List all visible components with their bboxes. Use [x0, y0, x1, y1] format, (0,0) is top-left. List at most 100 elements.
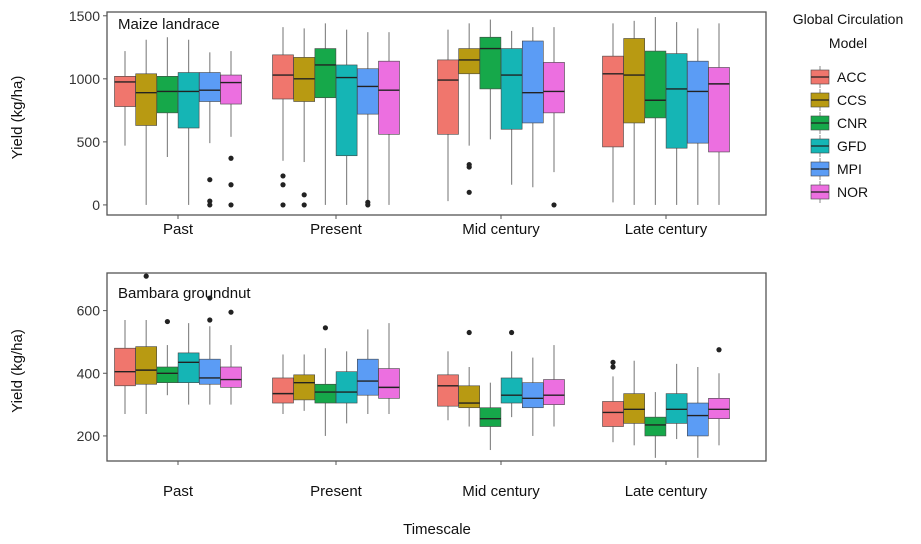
panel-bambara: Bambara groundnut 200 400 600 Yield (kg/ha) P…: [9, 272, 767, 500]
y-tick-label: 1000: [69, 71, 100, 87]
outlier-point: [228, 155, 234, 161]
box-acc-1: [272, 27, 294, 208]
box-iqr: [220, 366, 242, 388]
legend-label: GFD: [837, 138, 867, 154]
y-axis-label: Yield (kg/ha): [9, 76, 26, 160]
box-iqr: [293, 374, 316, 401]
outlier-point: [280, 173, 286, 179]
legend-item-mpi: MPI: [810, 158, 862, 180]
box-acc-3: [602, 23, 624, 203]
box-iqr: [521, 382, 544, 409]
box-iqr: [220, 74, 242, 105]
box-ccs-3: [623, 360, 646, 446]
box-ccs-1: [293, 28, 316, 208]
legend-label: CCS: [837, 92, 867, 108]
panel-title: Bambara groundnut: [118, 285, 251, 302]
x-tick-label: Late century: [625, 483, 708, 500]
box-iqr: [479, 36, 502, 90]
box-iqr: [156, 76, 179, 114]
x-tick-label: Present: [310, 483, 363, 500]
box-iqr: [543, 62, 565, 114]
box-iqr: [458, 385, 481, 409]
box-nor-2: [543, 345, 565, 427]
box-iqr: [378, 60, 400, 135]
legend: Global Circulation Model ACC CCS CNR GFD MPI NO…: [793, 11, 904, 203]
box-cnr-3: [644, 392, 667, 458]
box-ccs-2: [458, 23, 481, 195]
box-iqr: [602, 401, 624, 427]
legend-item-acc: ACC: [810, 66, 867, 88]
box-ccs-0: [135, 39, 157, 205]
box-acc-0: [114, 51, 136, 146]
box-mpi-0: [199, 295, 221, 405]
box-iqr: [177, 352, 200, 383]
box-iqr: [314, 383, 337, 404]
box-gfd-0: [177, 323, 200, 405]
box-mpi-3: [686, 28, 709, 205]
box-iqr: [356, 68, 379, 115]
x-tick-label: Mid century: [462, 221, 540, 238]
y-tick-label: 1500: [69, 8, 100, 24]
y-tick-label: 600: [77, 303, 101, 319]
x-tick-label: Mid century: [462, 483, 540, 500]
legend-label: CNR: [837, 115, 867, 131]
box-nor-1: [378, 323, 400, 414]
box-acc-2: [437, 29, 459, 202]
outlier-point: [228, 182, 234, 188]
box-iqr: [686, 60, 709, 144]
box-nor-1: [378, 32, 400, 205]
box-mpi-3: [686, 367, 709, 458]
outlier-point: [716, 347, 722, 353]
outlier-point: [466, 329, 472, 336]
box-iqr: [644, 416, 667, 437]
legend-item-cnr: CNR: [810, 112, 867, 134]
box-acc-0: [114, 320, 136, 414]
box-ccs-3: [623, 20, 646, 205]
box-iqr: [623, 38, 646, 124]
box-cnr-0: [156, 318, 179, 396]
box-iqr: [644, 50, 667, 119]
legend-label: ACC: [837, 69, 867, 85]
box-iqr: [543, 379, 565, 405]
box-mpi-1: [356, 32, 379, 208]
box-nor-3: [708, 23, 730, 205]
box-cnr-3: [644, 17, 667, 205]
box-iqr: [335, 371, 358, 404]
outlier-point: [280, 182, 286, 188]
box-iqr: [114, 76, 136, 107]
box-cnr-1: [314, 23, 337, 205]
y-tick-label: 0: [92, 197, 100, 213]
outlier-point: [365, 202, 371, 208]
box-iqr: [521, 40, 544, 124]
outlier-point: [280, 202, 286, 208]
box-nor-0: [220, 51, 242, 208]
legend-title: Model: [829, 35, 867, 51]
box-iqr: [500, 377, 523, 404]
box-iqr: [156, 366, 179, 383]
box-cnr-2: [479, 382, 502, 451]
outlier-point: [509, 329, 515, 336]
box-iqr: [199, 72, 221, 102]
box-iqr: [378, 368, 400, 399]
box-gfd-0: [177, 39, 200, 205]
outlier-point: [207, 198, 213, 204]
outlier-point: [228, 309, 234, 315]
legend-title: Global Circulation: [793, 11, 904, 27]
outlier-point: [466, 164, 472, 170]
outlier-point: [228, 202, 234, 208]
box-iqr: [665, 393, 688, 424]
box-ccs-0: [135, 273, 157, 414]
outlier-point: [301, 192, 307, 198]
box-iqr: [356, 358, 379, 396]
outlier-point: [207, 295, 213, 301]
box-gfd-1: [335, 351, 358, 424]
box-mpi-2: [521, 357, 544, 436]
box-gfd-2: [500, 329, 523, 418]
box-iqr: [135, 346, 157, 385]
x-axis-label: Timescale: [403, 521, 471, 538]
legend-label: MPI: [837, 161, 862, 177]
box-iqr: [135, 73, 157, 126]
y-axis-label: Yield (kg/ha): [9, 329, 26, 413]
legend-item-gfd: GFD: [810, 135, 867, 157]
